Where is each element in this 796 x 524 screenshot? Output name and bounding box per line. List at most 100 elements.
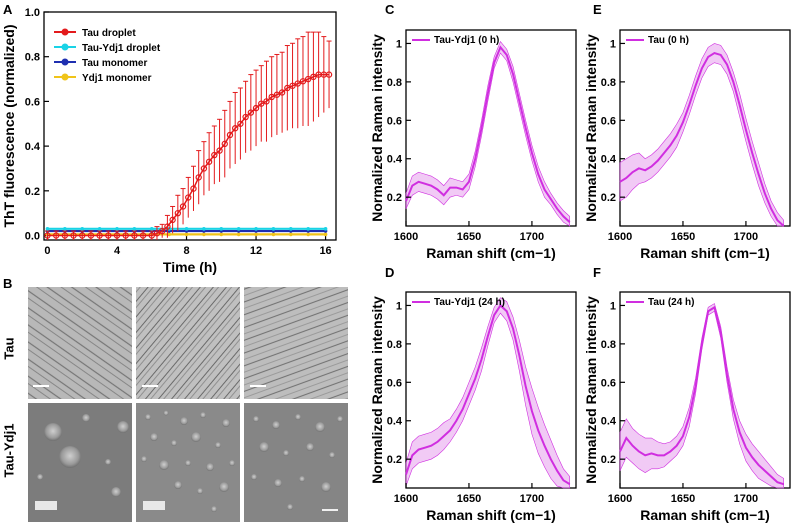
data-point bbox=[294, 80, 301, 87]
data-point bbox=[167, 232, 171, 237]
x-axis-title: Raman shift (cm−1) bbox=[640, 245, 770, 261]
data-point bbox=[273, 91, 281, 98]
data-point bbox=[185, 194, 192, 201]
scale-bar bbox=[143, 501, 165, 510]
data-point bbox=[195, 174, 202, 181]
legend-label: Tau-Ydj1 (0 h) bbox=[434, 35, 499, 46]
x-tick-label: 1700 bbox=[734, 493, 758, 505]
uncertainty-band bbox=[619, 303, 785, 489]
x-tick-label: 1650 bbox=[457, 231, 481, 243]
data-point bbox=[149, 227, 154, 231]
plot-frame bbox=[405, 29, 577, 227]
data-point bbox=[237, 120, 244, 127]
microscopy-row-label-tau-ydj1-text: Tau-Ydj1 bbox=[1, 423, 17, 478]
y-tick-label: 0.8 bbox=[25, 52, 40, 64]
y-axis-title: ThT fluorescence (normalized) bbox=[1, 24, 17, 227]
y-tick-label: 0.2 bbox=[601, 454, 616, 466]
x-tick-label: 16 bbox=[319, 245, 331, 257]
spectrum-line bbox=[405, 303, 571, 486]
legend-label: Ydj1 monomer bbox=[82, 73, 152, 84]
scale-bar bbox=[33, 385, 49, 387]
micrograph-tau-1 bbox=[28, 287, 132, 399]
plot-frame bbox=[405, 291, 577, 489]
x-tick-label: 1650 bbox=[671, 493, 695, 505]
data-point bbox=[61, 232, 69, 239]
legend-label: Tau-Ydj1 (24 h) bbox=[434, 297, 505, 308]
y-tick-label: 0.6 bbox=[601, 377, 616, 389]
y-tick-label: 0.8 bbox=[601, 339, 616, 351]
data-point bbox=[236, 227, 241, 231]
data-point bbox=[310, 73, 317, 81]
data-point bbox=[268, 93, 275, 101]
scale-bar bbox=[250, 385, 266, 387]
y-tick-label: 0.4 bbox=[25, 141, 41, 153]
x-axis-title: Raman shift (cm−1) bbox=[426, 507, 556, 523]
data-point bbox=[184, 232, 189, 237]
data-point bbox=[254, 232, 258, 237]
micrograph-tau-2 bbox=[136, 287, 240, 399]
data-point bbox=[174, 209, 182, 217]
data-point bbox=[306, 232, 310, 237]
data-point bbox=[122, 232, 129, 239]
micrograph-tau-3 bbox=[244, 287, 348, 399]
scale-bar bbox=[142, 385, 158, 387]
data-point bbox=[252, 104, 260, 112]
data-point bbox=[289, 232, 293, 237]
legend-label: Tau-Ydj1 droplet bbox=[82, 43, 161, 54]
data-point bbox=[44, 232, 51, 239]
data-point bbox=[70, 232, 77, 239]
panel-letter-f: F bbox=[593, 265, 601, 280]
data-point bbox=[184, 227, 189, 231]
data-point bbox=[200, 165, 208, 172]
plot-frame bbox=[619, 291, 791, 489]
y-tick-label: 0.8 bbox=[387, 339, 402, 351]
y-axis-title: Normalized Raman intensity bbox=[584, 34, 599, 222]
data-point bbox=[325, 71, 333, 78]
y-tick-label: 0.2 bbox=[387, 454, 402, 466]
micrograph-tau-ydj1-3 bbox=[244, 403, 348, 522]
y-tick-label: 1.0 bbox=[25, 7, 40, 19]
x-tick-label: 0 bbox=[44, 245, 50, 257]
raman-chart-tau-24h: 1600 1650 1700 0.2 0.4 0.6 0.8 1 Raman shift (cm… bbox=[584, 291, 791, 523]
y-axis-title: Normalized Raman intensity bbox=[370, 296, 385, 484]
panel-letter-a: A bbox=[3, 2, 13, 17]
data-point bbox=[113, 232, 121, 239]
data-point bbox=[226, 131, 234, 139]
data-point bbox=[323, 227, 328, 231]
y-tick-label: 0.6 bbox=[25, 96, 40, 108]
data-point bbox=[80, 227, 85, 231]
data-point bbox=[289, 82, 296, 89]
microscopy-grid bbox=[28, 287, 348, 522]
data-point bbox=[278, 89, 286, 96]
x-tick-label: 1600 bbox=[394, 493, 418, 505]
data-point bbox=[258, 100, 265, 107]
data-point bbox=[131, 232, 138, 239]
y-tick-label: 1 bbox=[610, 300, 616, 312]
x-tick-label: 12 bbox=[250, 245, 262, 257]
legend-swatch-marker bbox=[61, 43, 69, 51]
scale-bar bbox=[35, 501, 57, 510]
y-tick-label: 0.8 bbox=[387, 77, 402, 89]
data-point bbox=[158, 227, 166, 235]
y-axis-title: Normalized Raman intensity bbox=[584, 296, 599, 484]
data-point bbox=[52, 232, 60, 239]
data-point bbox=[105, 232, 112, 239]
uncertainty-band bbox=[619, 43, 785, 227]
data-point bbox=[87, 232, 95, 239]
y-tick-label: 0.2 bbox=[387, 192, 402, 204]
y-tick-label: 0.4 bbox=[387, 154, 403, 166]
legend-swatch-marker bbox=[61, 28, 69, 36]
uncertainty-band bbox=[405, 40, 571, 227]
legend-label: Tau (24 h) bbox=[648, 297, 694, 308]
raman-chart-tau-0h: 1600 1650 1700 0.2 0.4 0.6 0.8 1 Raman shift (cm… bbox=[584, 29, 791, 261]
spectrum-line bbox=[619, 51, 785, 227]
data-point bbox=[169, 216, 176, 224]
x-tick-label: 1650 bbox=[671, 231, 695, 243]
data-point bbox=[323, 232, 328, 237]
spectrum-line bbox=[619, 305, 784, 486]
data-point bbox=[63, 227, 67, 231]
y-tick-label: 0.4 bbox=[601, 416, 617, 428]
x-axis-title: Raman shift (cm−1) bbox=[426, 245, 556, 261]
plot-frame bbox=[43, 11, 337, 241]
data-point bbox=[299, 78, 307, 85]
